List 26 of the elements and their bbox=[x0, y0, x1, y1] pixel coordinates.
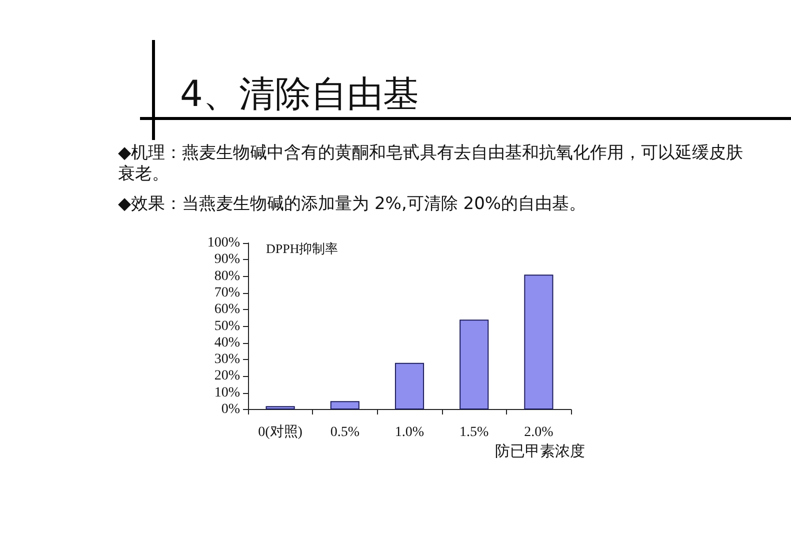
y-tick-label: 100% bbox=[207, 236, 240, 250]
y-tick-label: 10% bbox=[214, 385, 240, 400]
bar bbox=[460, 320, 489, 410]
x-axis-title: 防已甲素浓度 bbox=[495, 442, 585, 460]
bar bbox=[524, 274, 554, 410]
text: ◆机理：燕麦生物碱中含有的黄酮和皂甙具有去自由基和抗氧化作用，可以延缓皮肤衰老。 bbox=[118, 143, 744, 185]
y-axis-title: DPPH抑制率 bbox=[266, 241, 338, 256]
chart-title: 4、清除自由基 bbox=[180, 73, 419, 117]
y-tick-label: 0% bbox=[221, 402, 240, 417]
bar bbox=[266, 406, 295, 410]
x-tick-label: 2.0% bbox=[524, 425, 554, 440]
y-tick-label: 60% bbox=[214, 302, 240, 318]
y-tick-label: 80% bbox=[214, 268, 240, 284]
y-tick-label: 30% bbox=[214, 352, 240, 368]
text: ◆效果：当燕麦生物碱的添加量为 2%,可清除 20%的自由基。 bbox=[118, 194, 588, 215]
bar bbox=[330, 401, 360, 410]
y-tick-label: 50% bbox=[214, 318, 240, 334]
x-tick-label: 1.5% bbox=[460, 425, 490, 440]
x-tick-label: 1.0% bbox=[394, 425, 424, 440]
y-tick-label: 20% bbox=[214, 368, 240, 384]
y-tick-label: 70% bbox=[214, 285, 240, 300]
y-tick-label: 90% bbox=[214, 252, 240, 268]
y-tick-label: 40% bbox=[214, 335, 240, 350]
x-tick-label: 0(对照) bbox=[258, 424, 303, 440]
x-tick-label: 0.5% bbox=[330, 425, 360, 440]
bar bbox=[394, 362, 424, 410]
